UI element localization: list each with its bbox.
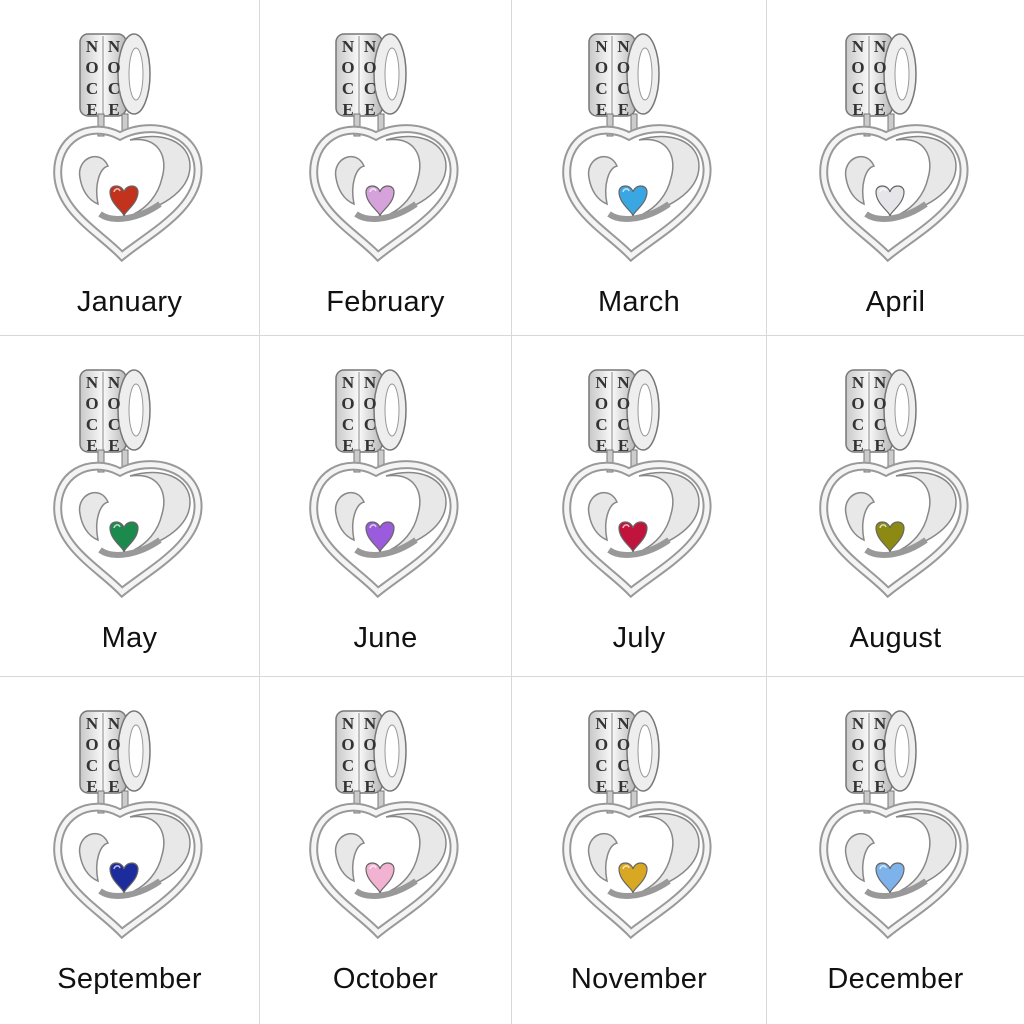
bail-engraving: NOCE: [870, 373, 890, 457]
bail-engraving: NOCE: [848, 37, 868, 121]
month-label: June: [353, 622, 418, 654]
bail-engraving: NOCE: [870, 714, 890, 798]
heart-charm-image: NOCE NOCE: [559, 364, 729, 604]
product-cell-november: NOCE NOCE November: [512, 677, 767, 1024]
month-label: November: [570, 963, 708, 995]
bail-engraving: NOCE: [848, 373, 868, 457]
bail-engraving: NOCE: [104, 714, 124, 798]
product-cell-december: NOCE NOCE December: [767, 677, 1024, 1024]
bail-engraving: NOCE: [104, 37, 124, 121]
heart-charm-image: NOCE NOCE: [816, 364, 986, 604]
bail-engraving: NOCE: [82, 714, 102, 798]
heart-charm-image: NOCE NOCE: [816, 705, 986, 945]
month-label: April: [865, 286, 926, 318]
month-label: March: [597, 286, 681, 318]
bail-engraving: NOCE: [592, 373, 611, 457]
bail-engraving: NOCE: [82, 373, 102, 457]
heart-charm-image: NOCE NOCE: [50, 705, 220, 945]
product-cell-may: NOCE NOCE May: [0, 336, 260, 677]
heart-charm-image: NOCE NOCE: [559, 705, 729, 945]
heart-charm-image: NOCE NOCE: [559, 28, 729, 268]
bail-engraving: NOCE: [338, 714, 358, 798]
bail-engraving: NOCE: [104, 373, 124, 457]
bail-engraving: NOCE: [614, 373, 633, 457]
bail-engraving: NOCE: [614, 37, 633, 121]
heart-charm-image: NOCE NOCE: [816, 28, 986, 268]
month-label: May: [101, 622, 158, 654]
product-cell-january: NOCE NOCE January: [0, 0, 260, 336]
bail-engraving: NOCE: [82, 37, 102, 121]
bail-engraving: NOCE: [870, 37, 890, 121]
product-cell-july: NOCE NOCE July: [512, 336, 767, 677]
heart-charm-image: NOCE NOCE: [306, 364, 476, 604]
bail-engraving: NOCE: [592, 37, 611, 121]
product-cell-april: NOCE NOCE April: [767, 0, 1024, 336]
heart-charm-image: NOCE NOCE: [50, 364, 220, 604]
bail-engraving: NOCE: [360, 714, 380, 798]
bail-engraving: NOCE: [338, 373, 358, 457]
bail-engraving: NOCE: [592, 714, 611, 798]
product-cell-june: NOCE NOCE June: [260, 336, 512, 677]
bail-engraving: NOCE: [848, 714, 868, 798]
heart-charm-image: NOCE NOCE: [306, 705, 476, 945]
month-label: February: [326, 286, 445, 318]
product-cell-august: NOCE NOCE August: [767, 336, 1024, 677]
product-cell-march: NOCE NOCE March: [512, 0, 767, 336]
bail-engraving: NOCE: [614, 714, 633, 798]
month-label: October: [332, 963, 439, 995]
product-cell-october: NOCE NOCE October: [260, 677, 512, 1024]
month-label: July: [612, 622, 666, 654]
month-label: December: [827, 963, 964, 995]
bail-engraving: NOCE: [360, 373, 380, 457]
month-label: September: [57, 963, 202, 995]
heart-charm-image: NOCE NOCE: [306, 28, 476, 268]
bail-engraving: NOCE: [360, 37, 380, 121]
bail-engraving: NOCE: [338, 37, 358, 121]
month-label: January: [76, 286, 183, 318]
product-cell-february: NOCE NOCE February: [260, 0, 512, 336]
heart-charm-image: NOCE NOCE: [50, 28, 220, 268]
product-cell-september: NOCE NOCE September: [0, 677, 260, 1024]
month-label: August: [849, 622, 942, 654]
